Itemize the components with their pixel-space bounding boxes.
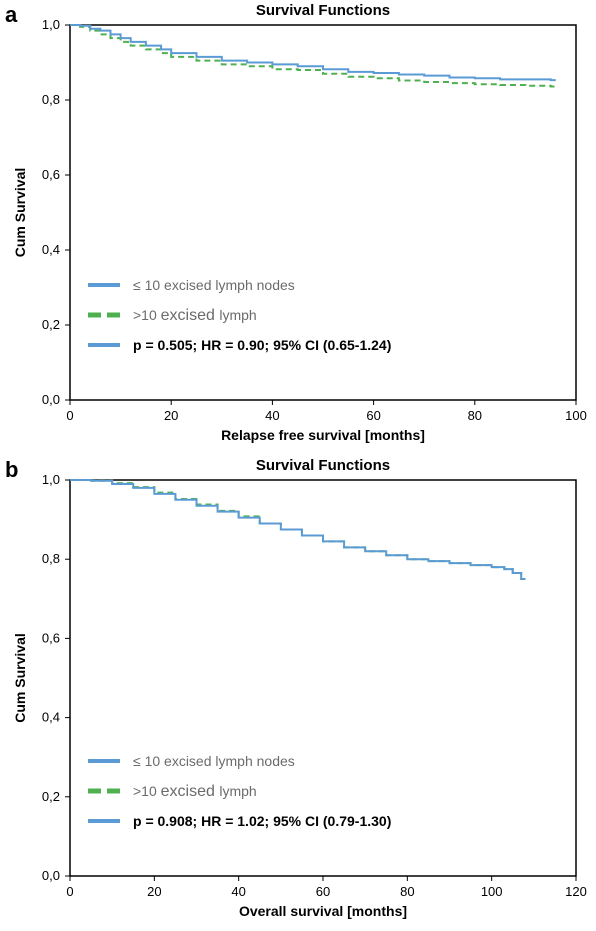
svg-text:Cum Survival: Cum Survival	[12, 168, 28, 257]
svg-text:20: 20	[147, 884, 161, 899]
svg-text:p = 0.505; HR = 0.90; 95% CI (: p = 0.505; HR = 0.90; 95% CI (0.65-1.24)	[133, 337, 391, 353]
svg-text:60: 60	[316, 884, 330, 899]
svg-text:Survival Functions: Survival Functions	[256, 2, 390, 19]
svg-text:40: 40	[231, 884, 245, 899]
svg-text:0: 0	[66, 408, 73, 423]
svg-text:80: 80	[400, 884, 414, 899]
svg-text:40: 40	[265, 408, 279, 423]
svg-text:>10 excised lymph: >10 excised lymph	[133, 307, 257, 324]
svg-text:0,2: 0,2	[42, 789, 60, 804]
svg-text:1,0: 1,0	[42, 472, 60, 487]
svg-text:p = 0.908; HR = 1.02; 95% CI (: p = 0.908; HR = 1.02; 95% CI (0.79-1.30)	[133, 813, 391, 829]
svg-text:0,4: 0,4	[42, 710, 60, 725]
svg-text:b: b	[5, 457, 18, 482]
svg-text:Relapse free survival [months]: Relapse free survival [months]	[221, 427, 425, 443]
svg-text:Overall survival [months]: Overall survival [months]	[239, 903, 407, 919]
svg-text:0: 0	[66, 884, 73, 899]
svg-text:a: a	[5, 2, 18, 27]
svg-text:100: 100	[481, 884, 503, 899]
svg-text:80: 80	[468, 408, 482, 423]
svg-text:≤ 10 excised lymph nodes: ≤ 10 excised lymph nodes	[133, 277, 295, 293]
svg-text:100: 100	[565, 408, 587, 423]
svg-text:Cum Survival: Cum Survival	[12, 633, 28, 722]
svg-text:0,0: 0,0	[42, 868, 60, 883]
svg-text:0,6: 0,6	[42, 630, 60, 645]
svg-text:60: 60	[366, 408, 380, 423]
svg-text:0,2: 0,2	[42, 317, 60, 332]
svg-text:0,0: 0,0	[42, 392, 60, 407]
svg-text:>10 excised lymph: >10 excised lymph	[133, 783, 257, 800]
svg-text:0,8: 0,8	[42, 92, 60, 107]
svg-text:20: 20	[164, 408, 178, 423]
svg-text:0,4: 0,4	[42, 242, 60, 257]
svg-text:≤ 10 excised lymph nodes: ≤ 10 excised lymph nodes	[133, 753, 295, 769]
svg-text:Survival Functions: Survival Functions	[256, 457, 390, 474]
survival-charts: a Survival Functions 0,0 0,2 0,4 0,6 0,8 1,0 0 20…	[0, 0, 596, 931]
svg-text:120: 120	[565, 884, 587, 899]
svg-text:1,0: 1,0	[42, 17, 60, 32]
chart-svg: a Survival Functions 0,0 0,2 0,4 0,6 0,8 1,0 0 20…	[0, 0, 596, 931]
svg-text:0,8: 0,8	[42, 551, 60, 566]
svg-text:0,6: 0,6	[42, 167, 60, 182]
